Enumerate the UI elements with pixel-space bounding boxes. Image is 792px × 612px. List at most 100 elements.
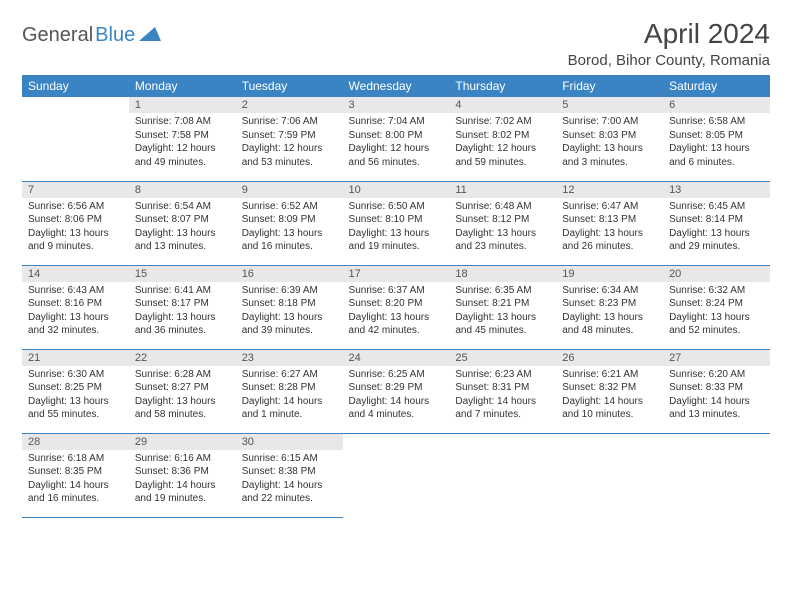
day-detail-line: Daylight: 13 hours: [669, 227, 764, 241]
calendar-day-cell: 26Sunrise: 6:21 AMSunset: 8:32 PMDayligh…: [556, 349, 663, 433]
triangle-icon: [139, 25, 161, 46]
day-detail-line: Daylight: 12 hours: [455, 142, 550, 156]
calendar-week-row: 14Sunrise: 6:43 AMSunset: 8:16 PMDayligh…: [22, 265, 770, 349]
day-number: 22: [129, 350, 236, 366]
day-detail-line: Sunrise: 6:47 AM: [562, 200, 657, 214]
calendar-body: 1Sunrise: 7:08 AMSunset: 7:58 PMDaylight…: [22, 97, 770, 517]
calendar-day-cell: 10Sunrise: 6:50 AMSunset: 8:10 PMDayligh…: [343, 181, 450, 265]
day-detail-line: and 4 minutes.: [349, 408, 444, 422]
day-detail-line: Sunrise: 6:18 AM: [28, 452, 123, 466]
calendar-day-cell: 4Sunrise: 7:02 AMSunset: 8:02 PMDaylight…: [449, 97, 556, 181]
day-detail-line: Sunset: 8:00 PM: [349, 129, 444, 143]
calendar-day-cell: [663, 433, 770, 517]
day-detail-line: and 58 minutes.: [135, 408, 230, 422]
day-detail-line: and 10 minutes.: [562, 408, 657, 422]
day-detail-line: and 22 minutes.: [242, 492, 337, 506]
day-detail-line: Sunset: 8:33 PM: [669, 381, 764, 395]
day-detail-line: Sunrise: 6:50 AM: [349, 200, 444, 214]
day-details: Sunrise: 7:04 AMSunset: 8:00 PMDaylight:…: [343, 113, 450, 173]
day-detail-line: and 49 minutes.: [135, 156, 230, 170]
day-detail-line: Sunset: 8:17 PM: [135, 297, 230, 311]
day-detail-line: Daylight: 13 hours: [455, 311, 550, 325]
day-detail-line: Sunset: 8:24 PM: [669, 297, 764, 311]
day-detail-line: and 45 minutes.: [455, 324, 550, 338]
day-number: 30: [236, 434, 343, 450]
day-number: 10: [343, 182, 450, 198]
day-detail-line: Daylight: 13 hours: [562, 142, 657, 156]
calendar-week-row: 1Sunrise: 7:08 AMSunset: 7:58 PMDaylight…: [22, 97, 770, 181]
day-number: 13: [663, 182, 770, 198]
day-detail-line: Sunrise: 6:16 AM: [135, 452, 230, 466]
weekday-header: Tuesday: [236, 75, 343, 97]
day-detail-line: Sunrise: 7:02 AM: [455, 115, 550, 129]
day-detail-line: Sunrise: 6:39 AM: [242, 284, 337, 298]
calendar-day-cell: 15Sunrise: 6:41 AMSunset: 8:17 PMDayligh…: [129, 265, 236, 349]
calendar-week-row: 21Sunrise: 6:30 AMSunset: 8:25 PMDayligh…: [22, 349, 770, 433]
day-number: 17: [343, 266, 450, 282]
day-details: Sunrise: 6:56 AMSunset: 8:06 PMDaylight:…: [22, 198, 129, 258]
day-detail-line: Sunset: 8:09 PM: [242, 213, 337, 227]
day-detail-line: Daylight: 12 hours: [242, 142, 337, 156]
day-detail-line: Sunset: 7:59 PM: [242, 129, 337, 143]
day-detail-line: and 32 minutes.: [28, 324, 123, 338]
day-detail-line: Sunrise: 6:15 AM: [242, 452, 337, 466]
day-detail-line: and 48 minutes.: [562, 324, 657, 338]
day-details: Sunrise: 6:18 AMSunset: 8:35 PMDaylight:…: [22, 450, 129, 510]
day-details: Sunrise: 6:47 AMSunset: 8:13 PMDaylight:…: [556, 198, 663, 258]
weekday-header: Monday: [129, 75, 236, 97]
day-detail-line: Sunset: 8:31 PM: [455, 381, 550, 395]
day-details: Sunrise: 7:08 AMSunset: 7:58 PMDaylight:…: [129, 113, 236, 173]
day-detail-line: Sunset: 8:38 PM: [242, 465, 337, 479]
day-detail-line: and 56 minutes.: [349, 156, 444, 170]
weekday-header: Saturday: [663, 75, 770, 97]
day-detail-line: Sunrise: 6:34 AM: [562, 284, 657, 298]
calendar-day-cell: 6Sunrise: 6:58 AMSunset: 8:05 PMDaylight…: [663, 97, 770, 181]
day-number: 19: [556, 266, 663, 282]
calendar-day-cell: 23Sunrise: 6:27 AMSunset: 8:28 PMDayligh…: [236, 349, 343, 433]
day-details: Sunrise: 6:50 AMSunset: 8:10 PMDaylight:…: [343, 198, 450, 258]
calendar-day-cell: 8Sunrise: 6:54 AMSunset: 8:07 PMDaylight…: [129, 181, 236, 265]
day-detail-line: Daylight: 14 hours: [669, 395, 764, 409]
day-detail-line: Sunrise: 7:08 AM: [135, 115, 230, 129]
day-details: Sunrise: 6:52 AMSunset: 8:09 PMDaylight:…: [236, 198, 343, 258]
day-detail-line: Daylight: 14 hours: [562, 395, 657, 409]
calendar-day-cell: 16Sunrise: 6:39 AMSunset: 8:18 PMDayligh…: [236, 265, 343, 349]
day-detail-line: and 16 minutes.: [242, 240, 337, 254]
calendar-day-cell: 11Sunrise: 6:48 AMSunset: 8:12 PMDayligh…: [449, 181, 556, 265]
day-detail-line: and 13 minutes.: [135, 240, 230, 254]
day-details: Sunrise: 6:30 AMSunset: 8:25 PMDaylight:…: [22, 366, 129, 426]
day-detail-line: Sunrise: 6:20 AM: [669, 368, 764, 382]
calendar-day-cell: 27Sunrise: 6:20 AMSunset: 8:33 PMDayligh…: [663, 349, 770, 433]
calendar-day-cell: 14Sunrise: 6:43 AMSunset: 8:16 PMDayligh…: [22, 265, 129, 349]
day-details: Sunrise: 6:41 AMSunset: 8:17 PMDaylight:…: [129, 282, 236, 342]
day-detail-line: Sunset: 8:14 PM: [669, 213, 764, 227]
day-detail-line: Sunset: 7:58 PM: [135, 129, 230, 143]
day-details: Sunrise: 6:54 AMSunset: 8:07 PMDaylight:…: [129, 198, 236, 258]
day-number: 3: [343, 97, 450, 113]
day-number: 9: [236, 182, 343, 198]
logo-text-general: General: [22, 24, 93, 47]
weekday-header: Thursday: [449, 75, 556, 97]
day-detail-line: Sunset: 8:36 PM: [135, 465, 230, 479]
day-detail-line: and 13 minutes.: [669, 408, 764, 422]
day-details: Sunrise: 6:35 AMSunset: 8:21 PMDaylight:…: [449, 282, 556, 342]
day-detail-line: Sunrise: 6:54 AM: [135, 200, 230, 214]
day-number: 11: [449, 182, 556, 198]
day-detail-line: Sunset: 8:10 PM: [349, 213, 444, 227]
day-detail-line: Sunrise: 6:21 AM: [562, 368, 657, 382]
calendar-day-cell: [556, 433, 663, 517]
month-title: April 2024: [568, 18, 770, 50]
day-number: 21: [22, 350, 129, 366]
day-detail-line: Sunrise: 6:45 AM: [669, 200, 764, 214]
day-detail-line: Daylight: 13 hours: [135, 311, 230, 325]
calendar-day-cell: 29Sunrise: 6:16 AMSunset: 8:36 PMDayligh…: [129, 433, 236, 517]
day-detail-line: and 7 minutes.: [455, 408, 550, 422]
day-detail-line: Daylight: 13 hours: [135, 227, 230, 241]
day-detail-line: and 1 minute.: [242, 408, 337, 422]
weekday-header: Friday: [556, 75, 663, 97]
day-number: 6: [663, 97, 770, 113]
day-detail-line: Daylight: 13 hours: [242, 227, 337, 241]
day-details: Sunrise: 6:16 AMSunset: 8:36 PMDaylight:…: [129, 450, 236, 510]
day-detail-line: and 42 minutes.: [349, 324, 444, 338]
day-detail-line: Sunset: 8:28 PM: [242, 381, 337, 395]
